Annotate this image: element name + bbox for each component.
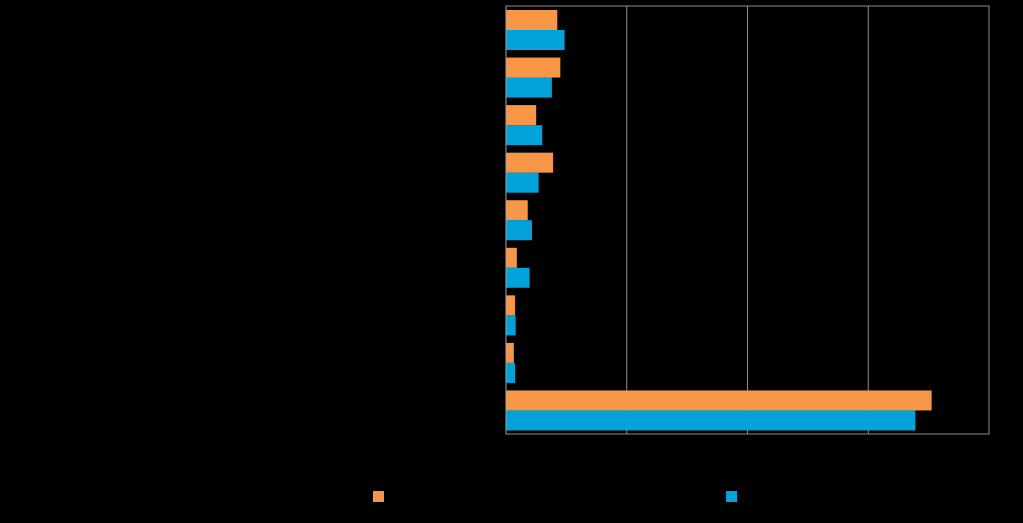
bar-series-2 [506, 77, 552, 98]
bar-series-2 [506, 315, 516, 336]
bar-series-2 [506, 362, 516, 383]
axes [505, 5, 990, 435]
bars [506, 10, 932, 431]
bar-series-2 [506, 30, 565, 50]
bar-series-2 [506, 220, 532, 241]
bar-series-1 [506, 10, 558, 30]
bar-series-1 [506, 105, 537, 126]
legend [373, 491, 737, 502]
bar-series-1 [506, 342, 514, 363]
bar-series-1 [506, 57, 561, 78]
bar-series-1 [506, 390, 932, 411]
bar-series-1 [506, 152, 554, 173]
bar-series-1 [506, 295, 516, 316]
bar-series-2 [506, 125, 543, 146]
legend-swatch-series-2 [726, 491, 737, 502]
bar-series-1 [506, 247, 517, 268]
bar-series-2 [506, 267, 530, 288]
bar-series-1 [506, 200, 528, 221]
bar-series-2 [506, 172, 539, 193]
gridlines [626, 6, 869, 434]
bar-series-2 [506, 410, 916, 431]
legend-swatch-series-1 [373, 491, 384, 502]
